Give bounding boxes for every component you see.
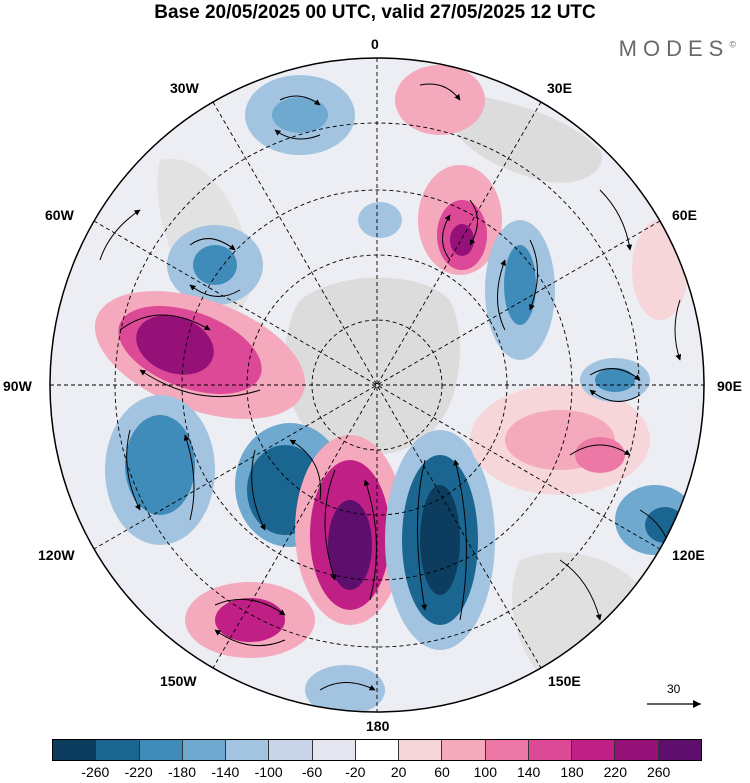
wind-vectors	[99, 83, 682, 691]
colorbar	[52, 739, 702, 761]
lon-label-60w: 60W	[45, 207, 74, 223]
colorbar-tick-label: 20	[390, 764, 407, 780]
anomaly-negative	[272, 97, 328, 133]
map-boundary	[49, 57, 705, 713]
anomaly-negative	[420, 485, 460, 595]
africa-land	[450, 90, 602, 183]
colorbar-tick-label: -100	[254, 764, 283, 780]
anomaly-positive	[215, 598, 285, 642]
colorbar-swatch	[615, 740, 659, 760]
colorbar-swatch	[226, 740, 270, 760]
graticule	[50, 58, 704, 712]
anomaly-negative	[358, 202, 402, 238]
colorbar-tick-label: -220	[124, 764, 153, 780]
lon-label-30w: 30W	[170, 80, 199, 96]
lon-label-60e: 60E	[672, 207, 697, 223]
colorbar-tick-label: 180	[560, 764, 584, 780]
colorbar-tick-label: -260	[81, 764, 110, 780]
colorbar-swatch	[399, 740, 443, 760]
brand-logo: MODES©	[619, 36, 736, 62]
colorbar-swatch	[182, 740, 227, 760]
antarctica-land	[285, 277, 460, 455]
colorbar-tick-label: 260	[646, 764, 671, 780]
colorbar-swatch	[658, 740, 701, 760]
anomaly-positive	[632, 220, 688, 320]
anomaly-negative	[504, 245, 536, 325]
lon-label-120w: 120W	[38, 547, 75, 563]
colorbar-tick-label: -60	[301, 764, 323, 780]
anomaly-negative	[305, 665, 385, 712]
anomaly-positive	[395, 65, 485, 135]
colorbar-swatch	[139, 740, 183, 760]
lon-label-90e: 90E	[717, 378, 742, 394]
brand-name: MODES	[618, 36, 730, 61]
colorbar-ticks: -260 -220 -180 -140 -100 -60 -20 20 60 100 140 180 2…	[52, 764, 702, 782]
lon-label-150w: 150W	[160, 673, 197, 689]
lon-label-150e: 150E	[548, 673, 581, 689]
page-title: Base 20/05/2025 00 UTC, valid 27/05/2025…	[154, 2, 596, 23]
anomaly-positive	[450, 224, 474, 256]
colorbar-swatch	[269, 740, 313, 760]
colorbar-tick-label: 220	[603, 764, 628, 780]
colorbar-tick-label: 100	[473, 764, 498, 780]
anomaly-positive	[328, 500, 372, 590]
colorbar-swatch	[528, 740, 573, 760]
colorbar-swatch	[312, 740, 356, 760]
colorbar-tick-label: -140	[211, 764, 240, 780]
lon-label-120e: 120E	[672, 547, 705, 563]
colorbar-tick-label: -180	[167, 764, 197, 780]
colorbar-tick-label: 140	[516, 764, 541, 780]
anomaly-negative	[125, 415, 195, 515]
colorbar-swatch	[485, 740, 529, 760]
colorbar-swatch	[572, 740, 616, 760]
lon-label-0: 0	[371, 36, 379, 52]
lon-label-90w: 90W	[3, 378, 32, 394]
reference-vector-label: 30	[667, 682, 681, 696]
reference-arrow-icon	[647, 700, 701, 708]
colorbar-tick-label: -20	[345, 764, 366, 780]
anomaly-positive	[575, 437, 625, 473]
colorbar-swatch	[355, 740, 400, 760]
anomaly-negative	[193, 245, 237, 285]
lon-label-180: 180	[366, 718, 390, 734]
lon-label-30e: 30E	[547, 80, 572, 96]
colorbar-tick-label: 60	[434, 764, 450, 780]
colorbar-swatch	[442, 740, 486, 760]
colorbar-swatch	[53, 740, 97, 760]
colorbar-swatch	[96, 740, 140, 760]
anomaly-negative	[595, 368, 635, 392]
brand-mark: ©	[729, 39, 736, 50]
anomaly-positive	[136, 315, 214, 375]
anomaly-field	[50, 58, 704, 712]
anomaly-negative	[645, 507, 685, 543]
reference-vector: 30	[645, 682, 705, 712]
